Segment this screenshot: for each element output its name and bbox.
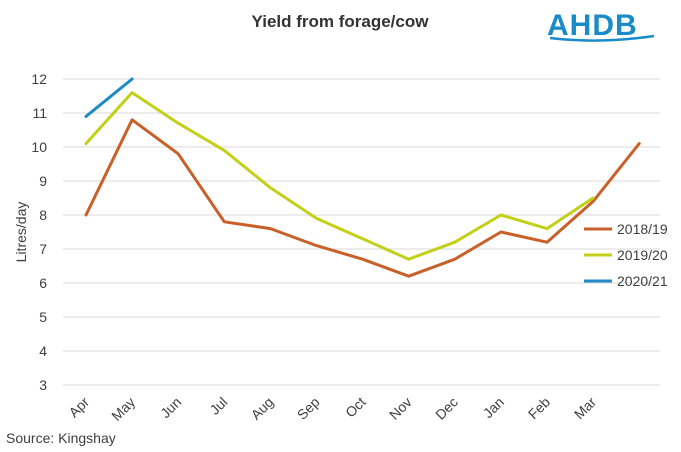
legend-label: 2018/19	[617, 221, 668, 237]
y-axis-label: Litres/day	[13, 202, 29, 263]
x-tick-label: Nov	[386, 394, 415, 423]
y-tick-labels: 3 4 5 6 7 8 9 10 11 12	[31, 71, 47, 393]
y-tick-label: 7	[39, 241, 47, 257]
y-tick-label: 9	[39, 173, 47, 189]
x-tick-label: Sep	[294, 394, 323, 423]
y-tick-label: 4	[39, 343, 47, 359]
y-tick-label: 3	[39, 377, 47, 393]
ahdb-logo: AHDB	[547, 9, 655, 42]
x-tick-labels: Apr May Jun Jul Aug Sep Oct Nov Dec Jan Feb Mar	[65, 394, 599, 424]
y-tick-label: 5	[39, 309, 47, 325]
x-tick-label: Apr	[65, 394, 92, 421]
logo-swoosh	[549, 34, 655, 42]
series-lines	[84, 77, 641, 278]
x-tick-label: Dec	[432, 394, 461, 423]
y-tick-label: 8	[39, 207, 47, 223]
legend: 2018/19 2019/20 2020/21	[584, 221, 668, 289]
legend-label: 2019/20	[617, 247, 668, 263]
series-line-2019-20	[84, 91, 595, 261]
x-tick-label: Feb	[525, 394, 554, 423]
y-tick-label: 10	[31, 139, 47, 155]
x-tick-label: Aug	[248, 394, 277, 423]
x-tick-label: Jun	[157, 394, 184, 421]
series-line-2020-21	[84, 77, 134, 118]
legend-label: 2020/21	[617, 273, 668, 289]
x-tick-label: Jan	[480, 394, 507, 421]
y-tick-label: 6	[39, 275, 47, 291]
y-tick-label: 12	[31, 71, 47, 87]
source-note: Source: Kingshay	[6, 430, 116, 446]
chart-title: Yield from forage/cow	[252, 12, 430, 31]
gridlines	[63, 78, 660, 386]
y-tick-label: 11	[32, 105, 47, 121]
x-tick-label: Jul	[206, 394, 230, 418]
series-line-2018-19	[84, 118, 641, 278]
x-tick-label: Oct	[342, 394, 369, 421]
x-tick-label: May	[108, 394, 138, 424]
logo-text: AHDB	[547, 9, 638, 42]
x-tick-label: Mar	[571, 394, 600, 423]
